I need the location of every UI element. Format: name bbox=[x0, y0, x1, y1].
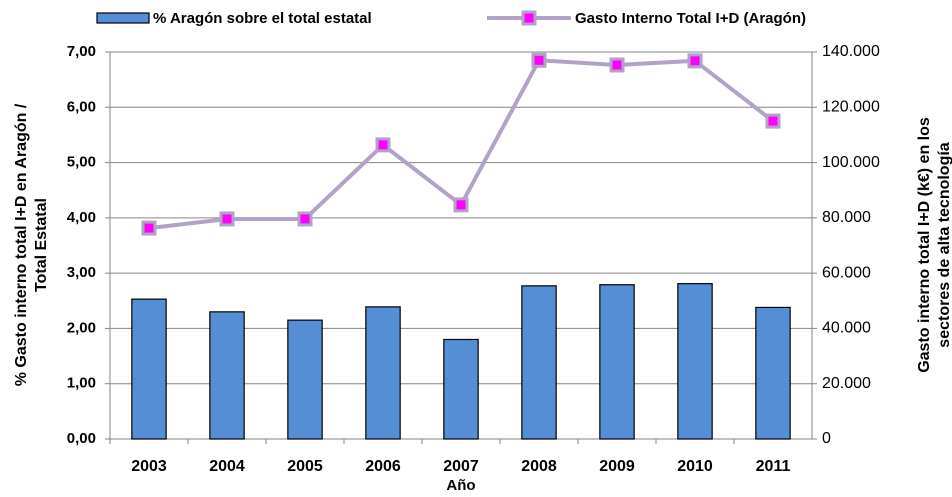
bar bbox=[755, 306, 791, 440]
y2-axis-label: Gasto interno total I+D (k€) en los secto… bbox=[916, 117, 952, 373]
y-tick-label: 1,00 bbox=[67, 375, 96, 392]
bar bbox=[521, 285, 557, 440]
bar bbox=[677, 283, 713, 440]
y2-tick-label: 100.000 bbox=[822, 154, 880, 171]
bar bbox=[209, 311, 245, 440]
marker bbox=[687, 53, 703, 69]
legend-marker bbox=[521, 10, 537, 26]
x-tick-label: 2010 bbox=[677, 458, 713, 475]
x-tick-label: 2007 bbox=[443, 458, 479, 475]
x-tick-label: 2006 bbox=[365, 458, 401, 475]
y-tick-label: 3,00 bbox=[67, 264, 96, 281]
x-tick-label: 2008 bbox=[521, 458, 557, 475]
bar bbox=[365, 306, 401, 440]
y-axis-label-line: Total Estatal bbox=[33, 198, 50, 292]
marker bbox=[375, 137, 391, 153]
y-axis-label: % Gasto interno total I+D en Aragón / Tot… bbox=[13, 103, 50, 386]
x-tick-label: 2009 bbox=[599, 458, 635, 475]
y-tick-label: 5,00 bbox=[67, 154, 96, 171]
y2-tick-label: 60.000 bbox=[822, 264, 871, 281]
y-tick-label: 7,00 bbox=[67, 43, 96, 60]
marker bbox=[219, 211, 235, 227]
y2-tick-label: 120.000 bbox=[822, 99, 880, 116]
y-tick-label: 6,00 bbox=[67, 98, 96, 115]
bar bbox=[443, 338, 479, 440]
x-tick-label: 2004 bbox=[209, 458, 245, 475]
x-tick-label: 2011 bbox=[756, 458, 791, 475]
marker bbox=[297, 211, 313, 227]
legend-label: Gasto Interno Total I+D (Aragón) bbox=[575, 10, 806, 27]
x-tick-label: 2005 bbox=[287, 458, 323, 475]
marker bbox=[141, 220, 157, 236]
marker bbox=[531, 52, 547, 68]
x-axis-label: Año bbox=[446, 477, 475, 494]
y-tick-label: 0,00 bbox=[67, 430, 96, 447]
y-tick-label: 4,00 bbox=[67, 209, 96, 226]
bar bbox=[599, 284, 635, 440]
bar bbox=[287, 319, 323, 440]
y2-axis-label-line: sectores de alta tecnología bbox=[936, 142, 952, 348]
y-tick-label: 2,00 bbox=[67, 319, 96, 336]
y2-tick-label: 0 bbox=[822, 430, 831, 447]
legend-swatch bbox=[96, 12, 150, 24]
x-tick-label: 2003 bbox=[131, 458, 167, 475]
y2-tick-label: 140.000 bbox=[822, 43, 880, 60]
y-axis-label-line: % Gasto interno total I+D en Aragón / bbox=[13, 103, 30, 386]
y2-tick-label: 20.000 bbox=[822, 375, 871, 392]
marker bbox=[765, 113, 781, 129]
marker bbox=[453, 197, 469, 213]
marker bbox=[609, 57, 625, 73]
y2-axis-label-line: Gasto interno total I+D (k€) en los bbox=[916, 117, 933, 373]
legend-label: % Aragón sobre el total estatal bbox=[153, 10, 372, 27]
y2-tick-label: 80.000 bbox=[822, 209, 871, 226]
bar bbox=[131, 298, 167, 440]
y2-tick-label: 40.000 bbox=[822, 320, 871, 337]
